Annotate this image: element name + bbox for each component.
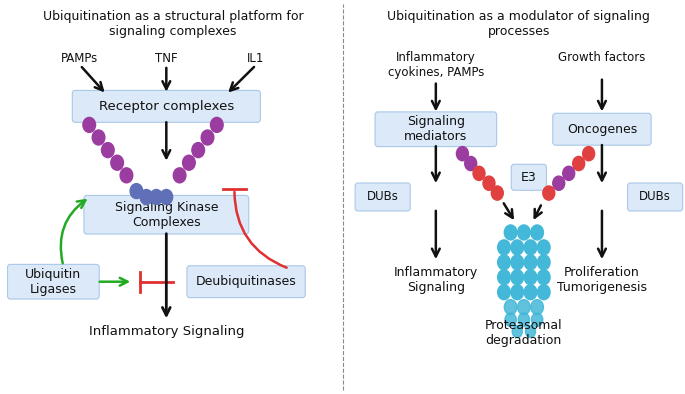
FancyBboxPatch shape bbox=[84, 195, 249, 234]
Text: Signaling
mediators: Signaling mediators bbox=[404, 115, 467, 143]
Text: DUBs: DUBs bbox=[366, 191, 399, 203]
Circle shape bbox=[504, 225, 517, 240]
FancyBboxPatch shape bbox=[627, 183, 683, 211]
Circle shape bbox=[538, 255, 550, 270]
FancyBboxPatch shape bbox=[73, 90, 260, 122]
Text: Proteasomal
degradation: Proteasomal degradation bbox=[485, 319, 562, 347]
Circle shape bbox=[183, 155, 195, 170]
Circle shape bbox=[504, 300, 517, 315]
Circle shape bbox=[505, 313, 516, 327]
Text: Inflammatory Signaling: Inflammatory Signaling bbox=[88, 325, 244, 338]
Circle shape bbox=[563, 166, 575, 180]
Circle shape bbox=[518, 300, 530, 315]
Circle shape bbox=[130, 184, 142, 199]
FancyBboxPatch shape bbox=[187, 266, 306, 298]
Text: Ubiquitination as a structural platform for
signaling complexes: Ubiquitination as a structural platform … bbox=[42, 10, 303, 38]
Circle shape bbox=[553, 176, 564, 190]
Circle shape bbox=[511, 270, 523, 285]
Text: Receptor complexes: Receptor complexes bbox=[99, 100, 234, 113]
Circle shape bbox=[511, 285, 523, 300]
Circle shape bbox=[210, 117, 223, 132]
Circle shape bbox=[524, 270, 537, 285]
Text: PAMPs: PAMPs bbox=[62, 52, 99, 65]
Circle shape bbox=[498, 240, 510, 255]
Circle shape bbox=[538, 270, 550, 285]
Circle shape bbox=[512, 325, 522, 338]
Circle shape bbox=[101, 143, 114, 158]
Circle shape bbox=[524, 240, 537, 255]
Circle shape bbox=[111, 155, 123, 170]
Circle shape bbox=[511, 255, 523, 270]
Circle shape bbox=[498, 270, 510, 285]
Circle shape bbox=[524, 285, 537, 300]
FancyBboxPatch shape bbox=[375, 112, 497, 147]
Text: TNF: TNF bbox=[155, 52, 177, 65]
Text: E3: E3 bbox=[521, 171, 537, 184]
Circle shape bbox=[456, 147, 469, 161]
Circle shape bbox=[491, 186, 503, 200]
Circle shape bbox=[483, 176, 495, 190]
Circle shape bbox=[543, 186, 555, 200]
Circle shape bbox=[160, 190, 173, 204]
Circle shape bbox=[192, 143, 205, 158]
Text: Proliferation
Tumorigenesis: Proliferation Tumorigenesis bbox=[557, 266, 647, 294]
Text: Inflammatory
cyokines, PAMPs: Inflammatory cyokines, PAMPs bbox=[388, 51, 484, 79]
Circle shape bbox=[518, 225, 530, 240]
Text: Ubiquitination as a modulator of signaling
processes: Ubiquitination as a modulator of signali… bbox=[388, 10, 650, 38]
Text: DUBs: DUBs bbox=[639, 191, 671, 203]
Text: Oncogenes: Oncogenes bbox=[566, 123, 637, 136]
Circle shape bbox=[173, 168, 186, 183]
FancyBboxPatch shape bbox=[511, 164, 547, 190]
Circle shape bbox=[531, 300, 543, 315]
Circle shape bbox=[532, 313, 543, 327]
Circle shape bbox=[524, 255, 537, 270]
Text: Inflammatory
Signaling: Inflammatory Signaling bbox=[394, 266, 478, 294]
Circle shape bbox=[538, 285, 550, 300]
Circle shape bbox=[573, 156, 585, 171]
Circle shape bbox=[538, 240, 550, 255]
Circle shape bbox=[583, 147, 595, 161]
FancyBboxPatch shape bbox=[553, 113, 651, 145]
Circle shape bbox=[511, 240, 523, 255]
Circle shape bbox=[150, 190, 162, 204]
Circle shape bbox=[498, 285, 510, 300]
Text: Growth factors: Growth factors bbox=[558, 51, 646, 64]
Circle shape bbox=[140, 190, 153, 204]
Text: Deubiquitinases: Deubiquitinases bbox=[196, 275, 297, 288]
Circle shape bbox=[464, 156, 477, 171]
Circle shape bbox=[92, 130, 105, 145]
Text: Ubiquitin
Ligases: Ubiquitin Ligases bbox=[25, 268, 82, 296]
FancyBboxPatch shape bbox=[355, 183, 410, 211]
Circle shape bbox=[498, 255, 510, 270]
Circle shape bbox=[83, 117, 95, 132]
Circle shape bbox=[518, 313, 530, 327]
Circle shape bbox=[531, 225, 543, 240]
FancyBboxPatch shape bbox=[8, 264, 99, 299]
Text: IL1: IL1 bbox=[247, 52, 264, 65]
Circle shape bbox=[525, 325, 536, 338]
Circle shape bbox=[120, 168, 133, 183]
Circle shape bbox=[473, 166, 485, 180]
Text: Signaling Kinase
Complexes: Signaling Kinase Complexes bbox=[114, 201, 218, 229]
Circle shape bbox=[201, 130, 214, 145]
